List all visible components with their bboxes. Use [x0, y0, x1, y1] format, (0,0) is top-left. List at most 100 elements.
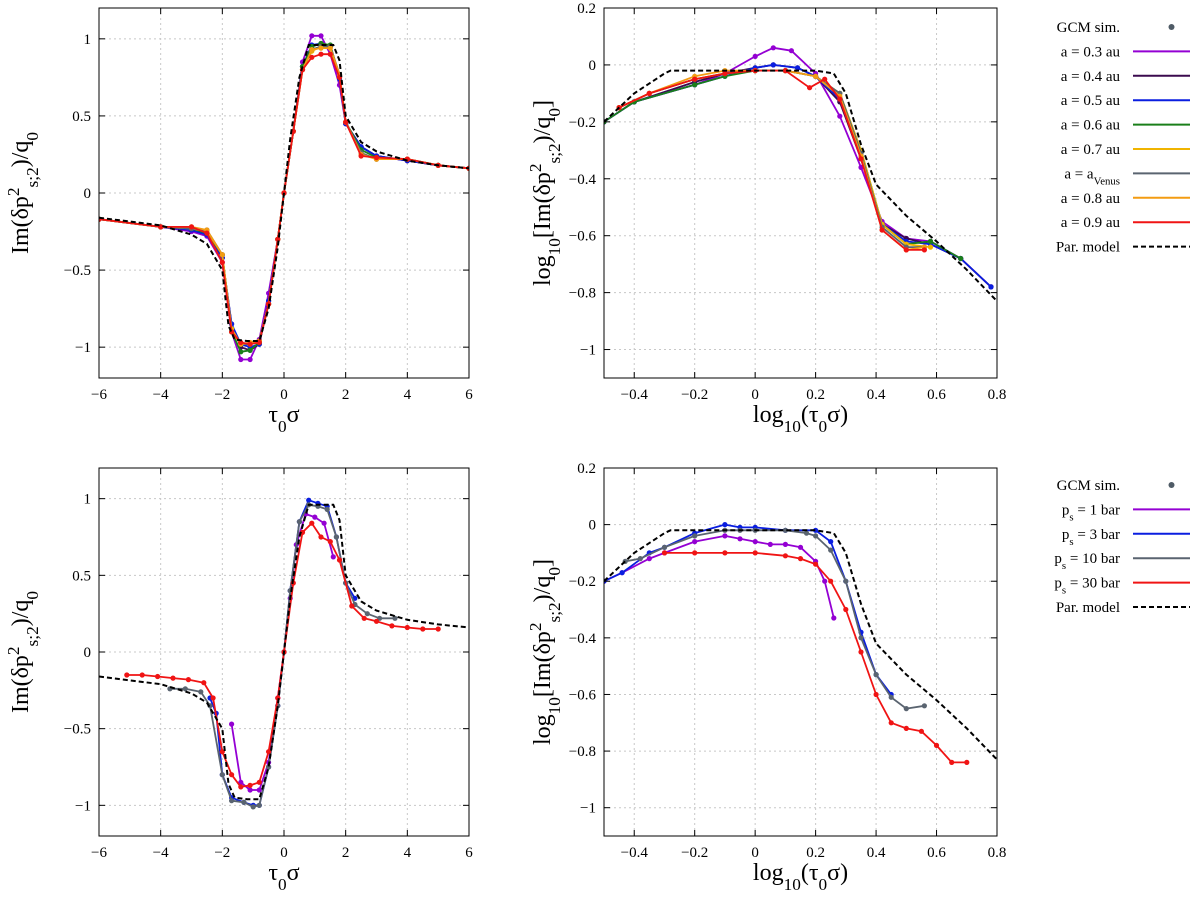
y-tick-label: −1 [580, 343, 596, 359]
data-point [247, 341, 253, 347]
data-point [722, 533, 728, 539]
data-point [692, 82, 698, 88]
axes-frame [603, 467, 998, 837]
data-point [306, 497, 312, 503]
legend-bottom: GCM sim. ps = 1 bar ps = 3 bar ps = 10 bar p… [1054, 478, 1190, 616]
data-point [927, 244, 934, 250]
data-point [266, 764, 272, 770]
x-axis-label: τ0σ [268, 402, 299, 436]
legend-entry: ps = 10 bar [1054, 551, 1190, 572]
legend-entry: GCM sim. [1057, 478, 1175, 494]
data-point [813, 561, 819, 567]
data-point [888, 720, 894, 726]
data-point [873, 672, 879, 678]
panel-bottom-right: −0.4 −0.2 0 0.2 0.4 0.6 0.8 −1 −0.8 −0.6 −0.4 −0.2 0… [526, 461, 1007, 894]
series-line-1 [604, 64, 992, 288]
data-point [782, 541, 789, 548]
data-point [637, 556, 643, 562]
legend-label: a = 0.6 au [1061, 118, 1121, 134]
data-point [229, 721, 235, 727]
grid [604, 468, 997, 836]
data-point [788, 48, 795, 54]
data-point [692, 550, 698, 556]
series-line-3 [604, 69, 962, 260]
data-point [767, 541, 773, 548]
data-point [949, 759, 955, 766]
x-tick-label: −6 [91, 845, 107, 861]
series-line-6 [618, 69, 925, 251]
data-point [782, 68, 789, 74]
data-point [692, 539, 698, 545]
data-point [692, 76, 698, 82]
x-tick-label: −4 [153, 845, 169, 861]
data-point [309, 54, 315, 60]
panel-top-left: −6 −4 −2 0 2 4 6 −1 −0.5 0 0.5 1 τ0σ Im(δp2s;2)/q0 [4, 7, 473, 436]
data-point [238, 779, 244, 785]
data-point [933, 742, 940, 749]
data-point [312, 514, 318, 520]
data-point [797, 556, 804, 562]
data-point [256, 802, 262, 808]
x-tick-label: 0.4 [867, 845, 886, 861]
legend-label: Par. model [1056, 600, 1120, 616]
model-line [604, 69, 997, 302]
data-point [722, 70, 728, 77]
y-tick-label: −0.6 [569, 229, 597, 245]
data-point [813, 527, 819, 533]
data-point [139, 672, 145, 678]
x-tick-label: 0.2 [806, 845, 825, 861]
legend-label: a = 0.9 au [1061, 215, 1121, 231]
data-point [333, 534, 339, 540]
data-point [188, 224, 195, 230]
data-point [797, 544, 804, 550]
data-point [198, 689, 204, 695]
data-point [296, 519, 302, 525]
x-tick-label: 6 [465, 845, 473, 861]
data-point [619, 570, 625, 576]
y-tick-label: −0.8 [569, 744, 596, 760]
legend-label: a = 0.8 au [1061, 191, 1121, 207]
series-line-2 [169, 503, 395, 808]
legend-entry: ps = 3 bar [1062, 527, 1190, 548]
data-point [822, 578, 828, 584]
data-point [229, 772, 235, 778]
data-point [219, 252, 225, 258]
data-point [692, 533, 698, 539]
legend-entry: a = 0.3 au [1061, 44, 1190, 60]
data-point [229, 798, 235, 804]
x-tick-label: −2 [214, 845, 230, 861]
x-tick-label: 0 [751, 387, 759, 403]
data-point [389, 623, 395, 629]
legend-entry: ps = 1 bar [1062, 502, 1190, 523]
model-line [99, 44, 469, 342]
legend-label: a = 0.7 au [1061, 142, 1121, 158]
data-point [794, 65, 801, 71]
legend-label: Par. model [1056, 240, 1120, 256]
y-tick-label: −1 [75, 798, 91, 814]
series-line-0 [604, 535, 835, 619]
x-tick-label: 4 [404, 845, 412, 861]
y-tick-label: −0.2 [569, 574, 596, 590]
legend-marker [1168, 24, 1175, 30]
data-point [321, 520, 327, 526]
series-line-7 [618, 69, 925, 251]
data-point [807, 85, 813, 91]
data-point [752, 550, 758, 556]
data-point [373, 618, 380, 624]
legend-entry: ps = 30 bar [1054, 576, 1190, 597]
data-point [219, 749, 225, 755]
data-point [364, 611, 370, 617]
data-point [349, 603, 355, 609]
data-point [903, 247, 909, 253]
legend-entry: a = 0.8 au [1061, 191, 1190, 207]
plot-area [99, 497, 469, 810]
x-tick-label: 2 [342, 387, 350, 403]
series-line-0 [604, 46, 992, 288]
x-tick-label: −6 [91, 387, 107, 403]
legend-label: a = aVenus [1064, 166, 1120, 187]
data-point [309, 520, 315, 526]
data-point [813, 73, 819, 79]
data-point [858, 649, 864, 655]
data-point [155, 673, 161, 680]
